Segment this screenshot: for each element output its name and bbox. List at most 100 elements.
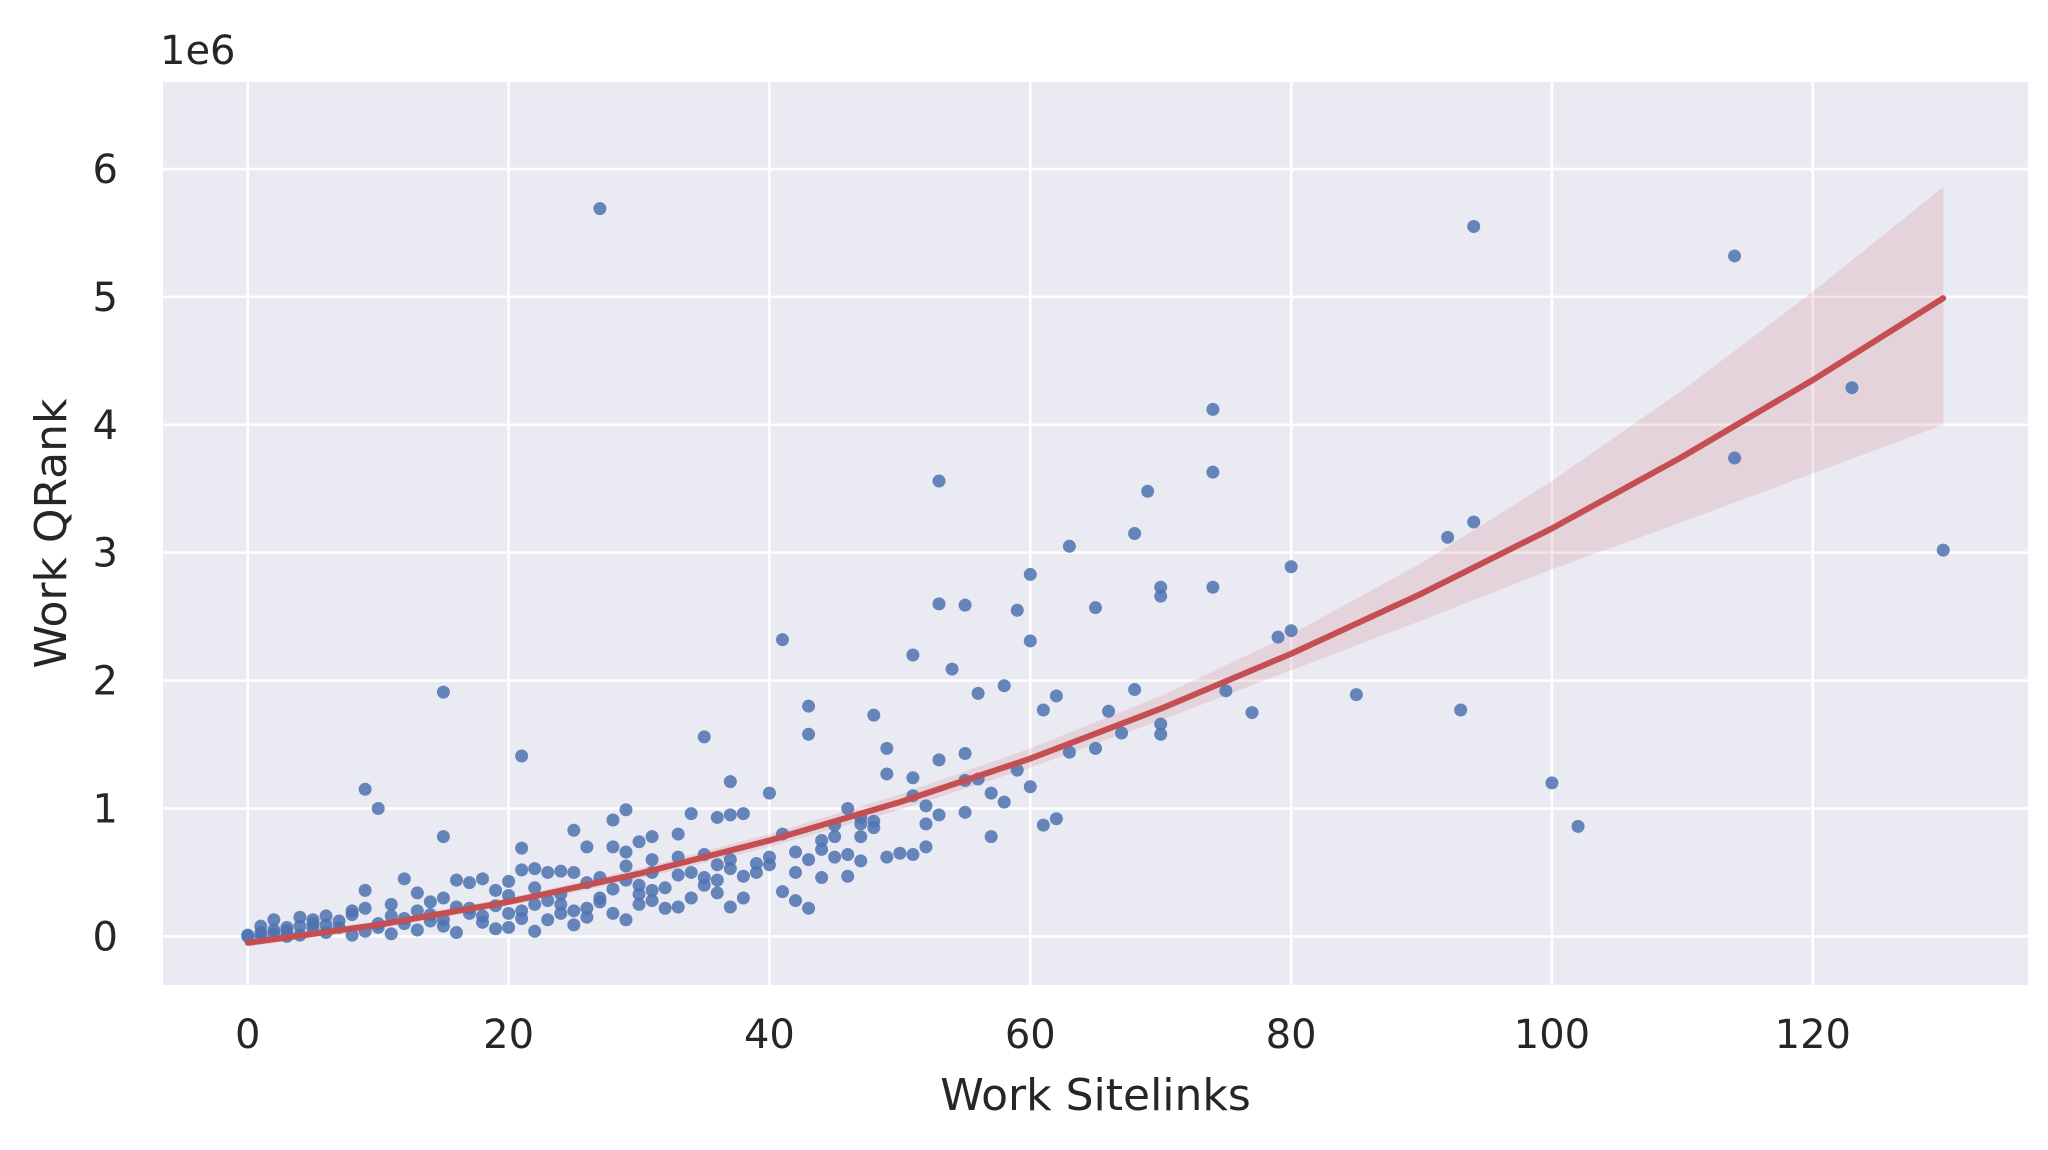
grid-lines [163, 82, 2028, 985]
y-tick-label: 0 [93, 914, 118, 960]
scatter-point [580, 901, 594, 915]
x-tick-label: 20 [483, 1012, 534, 1058]
scatter-point [580, 910, 594, 924]
scatter-point [1271, 630, 1285, 644]
scatter-point [1062, 539, 1076, 553]
scatter-point [619, 859, 633, 873]
scatter-point [619, 913, 633, 927]
scatter-point [1219, 684, 1233, 698]
scatter-point [710, 886, 724, 900]
scatter-point [502, 874, 516, 888]
scatter-point [645, 894, 659, 908]
scatter-point [958, 805, 972, 819]
scatter-point [880, 850, 894, 864]
y-tick-label: 6 [93, 147, 118, 193]
scatter-point [1349, 688, 1363, 702]
scatter-point [1049, 689, 1063, 703]
fit-line-layer [244, 295, 1947, 946]
scatter-point [736, 891, 750, 905]
scatter-point [1049, 812, 1063, 826]
scatter-point [880, 741, 894, 755]
scatter-point [1036, 818, 1050, 832]
scatter-point [462, 876, 476, 890]
scatter-point [841, 848, 855, 862]
plot-area [163, 82, 2028, 985]
scatter-point [606, 813, 620, 827]
scatter-point [645, 853, 659, 867]
scatter-point [828, 850, 842, 864]
scatter-point [1115, 726, 1129, 740]
scatter-point [749, 856, 763, 870]
scatter-point [410, 886, 424, 900]
regression-line [244, 295, 1947, 946]
scatter-point [489, 922, 503, 936]
x-tick-label: 100 [1514, 1012, 1590, 1058]
scatter-point [1545, 776, 1559, 790]
scatter-point [449, 873, 463, 887]
scatter-point [410, 923, 424, 937]
scatter-point [1154, 580, 1168, 594]
scatter-point [567, 918, 581, 932]
scatter-point [723, 900, 737, 914]
scatter-point [593, 891, 607, 905]
scatter-point [606, 906, 620, 920]
x-tick-label: 0 [235, 1012, 260, 1058]
scatter-point [345, 908, 359, 922]
scatter-point [593, 202, 607, 216]
scatter-point [815, 842, 829, 856]
scatter-point [1154, 727, 1168, 741]
scatter-point [528, 924, 542, 938]
scatter-point [697, 871, 711, 885]
scatter-point [723, 862, 737, 876]
scatter-point [1023, 567, 1037, 581]
scatter-point [736, 869, 750, 883]
scatter-point [789, 865, 803, 879]
scatter-point [476, 872, 490, 886]
scatter-point [1154, 589, 1168, 603]
scatter-point [319, 909, 333, 923]
scatter-point [919, 840, 933, 854]
scatter-point [606, 882, 620, 896]
scatter-point [762, 850, 776, 864]
scatter-point [815, 871, 829, 885]
scatter-point [384, 927, 398, 941]
scatter-point [815, 833, 829, 847]
scatter-point [384, 897, 398, 911]
scatter-point [1089, 601, 1102, 615]
scatter-point [906, 648, 920, 662]
x-tick-label: 80 [1266, 1012, 1317, 1058]
scatter-point [1206, 465, 1220, 479]
scatter-point [1284, 624, 1298, 638]
scatter-point [567, 865, 581, 879]
scatter-point [1010, 603, 1024, 617]
x-axis-title: Work Sitelinks [940, 1070, 1251, 1121]
scatter-point [789, 845, 803, 859]
y-tick-label: 4 [93, 403, 118, 449]
scatter-point [645, 883, 659, 897]
scatter-point [1728, 451, 1742, 465]
scatter-point [567, 904, 581, 918]
scatter-point [423, 895, 437, 909]
scatter-point [1102, 704, 1116, 718]
scatter-point [971, 686, 985, 700]
scatter-point [1128, 683, 1142, 697]
scatter-point [358, 883, 372, 897]
scatter-point [658, 881, 672, 895]
scatter-point [723, 775, 737, 789]
scatter-point [1845, 381, 1859, 395]
scatter-point [697, 730, 711, 744]
y-tick-label: 5 [93, 275, 118, 321]
scatter-point [515, 911, 529, 925]
scatter-point [436, 891, 450, 905]
scatter-point [632, 835, 646, 849]
x-tick-labels: 0 20 40 60 80 100 120 [235, 1012, 1851, 1058]
scatter-point [1467, 220, 1481, 234]
scatter-point [632, 878, 646, 892]
scatter-point [1728, 249, 1742, 263]
scatter-point [267, 923, 281, 937]
scatter-point [306, 913, 320, 927]
scatter-point [1936, 543, 1950, 557]
scatter-point [580, 840, 594, 854]
scatter-point [1467, 515, 1481, 529]
scatter-point [541, 865, 555, 879]
